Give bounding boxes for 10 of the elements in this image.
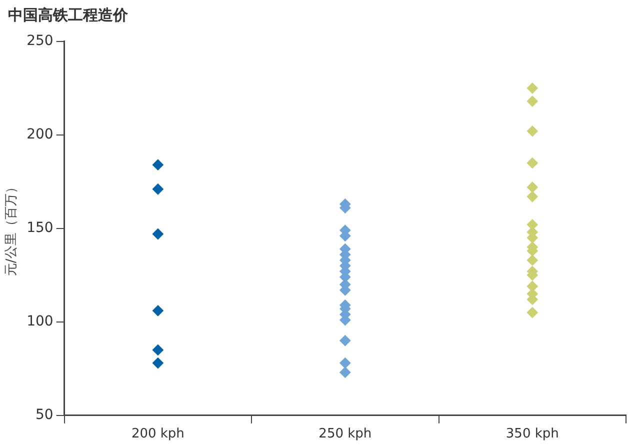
x-tick-label: 350 kph [506, 426, 559, 442]
y-tick-label: 100 [26, 314, 54, 330]
x-tick-label: 200 kph [131, 426, 184, 442]
y-tick-label: 150 [26, 220, 54, 236]
y-tick-label: 250 [26, 33, 54, 50]
y-tick-label: 50 [35, 407, 54, 424]
x-tick-label: 250 kph [318, 426, 372, 442]
chart-title: 中国高铁工程造价 [8, 6, 128, 25]
y-tick-label: 200 [26, 126, 54, 143]
y-axis-title: 元/公里（百万） [4, 180, 20, 276]
